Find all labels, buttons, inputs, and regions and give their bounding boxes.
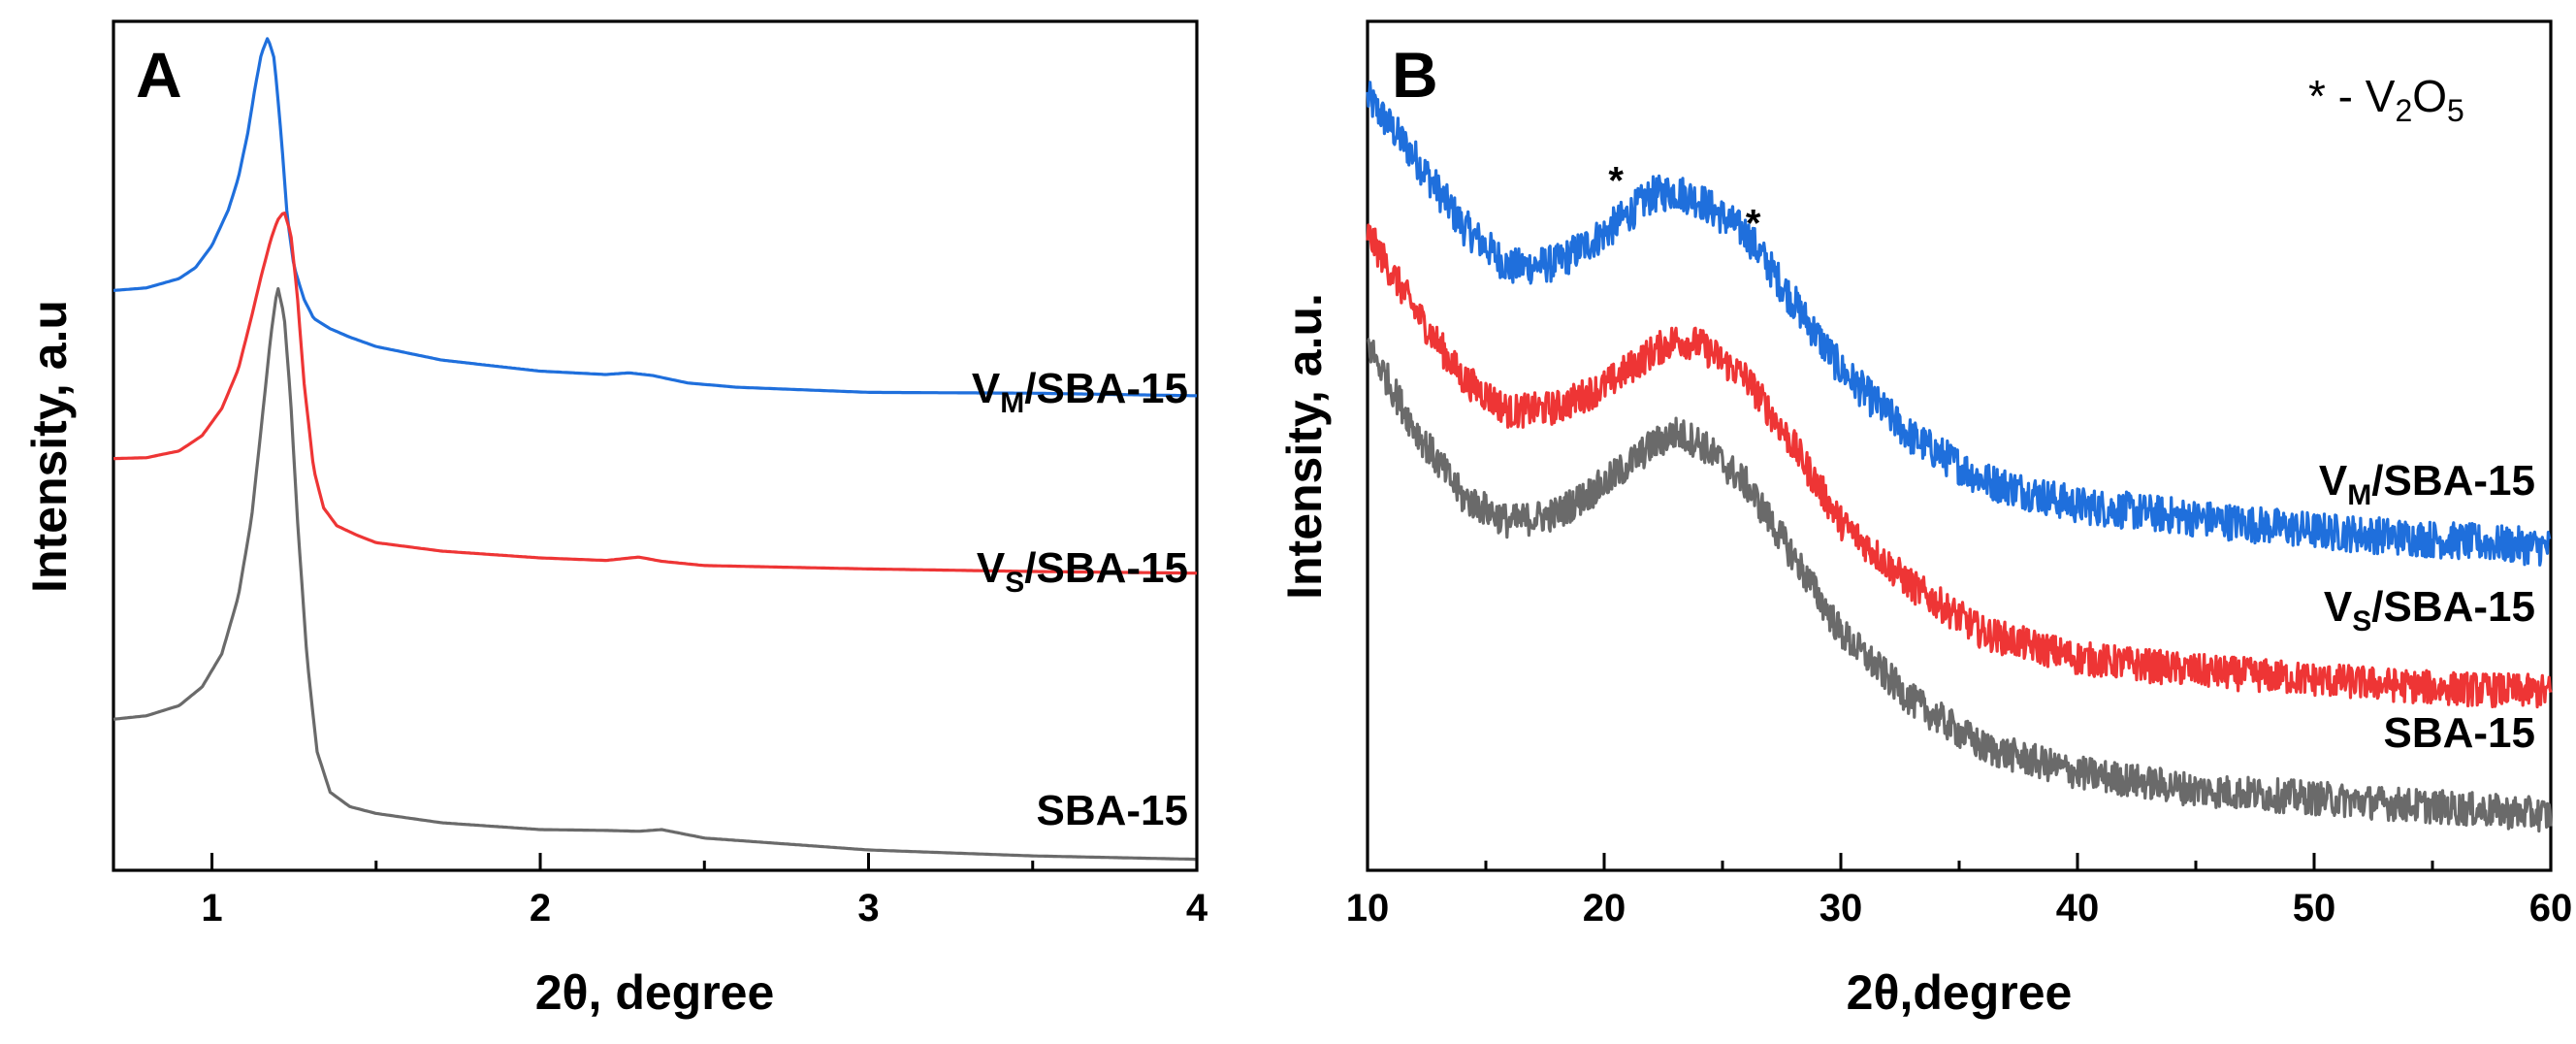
x-tick-label: 3 <box>857 887 879 930</box>
series-line-vm-sba15 <box>1366 81 2552 567</box>
panel-b-legend-note: * - V2O5 <box>2308 71 2464 128</box>
x-tick-label: 50 <box>2293 887 2336 930</box>
panel-b-series-group <box>1366 81 2553 833</box>
panel-b-series-label-sba15: SBA-15 <box>2384 709 2536 757</box>
panel-a-plot-frame <box>112 19 1199 872</box>
x-tick-label: 40 <box>2056 887 2100 930</box>
panel-a-letter: A <box>136 39 182 111</box>
panel-a-y-axis-title: Intensity, a.u <box>22 300 77 593</box>
panel-b-series-label-vs: VS/SBA-15 <box>2324 583 2535 637</box>
series-line-sba15 <box>1367 338 2553 833</box>
panel-b-x-axis: 10 20 30 40 50 60 <box>1346 853 2573 930</box>
series-line-vm-sba15 <box>113 37 1198 398</box>
panel-b-x-axis-title: 2θ,degree <box>1847 965 2073 1020</box>
series-line-sba15 <box>113 286 1197 862</box>
panel-a-series-label-sba15: SBA-15 <box>1037 787 1189 834</box>
x-tick-label: 20 <box>1583 887 1626 930</box>
x-tick-label: 10 <box>1346 887 1390 930</box>
panel-a-x-axis: 1 2 3 4 <box>201 853 1208 930</box>
series-line-vs-sba15 <box>113 212 1198 575</box>
panel-b-annotations: ** <box>1608 160 1761 245</box>
panel-b-series-label-vm: VM/SBA-15 <box>2319 457 2535 511</box>
panel-a-series-group <box>113 37 1198 862</box>
v2o5-peak-marker: * <box>1608 160 1624 203</box>
v2o5-peak-marker: * <box>1746 202 1761 245</box>
series-line-vs-sba15 <box>1366 223 2553 709</box>
x-tick-label: 1 <box>201 887 222 930</box>
panel-a-x-axis-title: 2θ, degree <box>535 965 775 1020</box>
panel-a-series-label-vm: VM/SBA-15 <box>972 365 1188 419</box>
x-tick-label: 60 <box>2529 887 2573 930</box>
panel-b-chart: 10 20 30 40 50 60 ** B * - V2O5 2θ,degree Int… <box>1277 19 2573 1020</box>
panel-a-chart: 1 2 3 4 A 2θ, degree Intensity, a.u VM/SBA-… <box>22 19 1208 1020</box>
x-tick-label: 30 <box>1819 887 1863 930</box>
panel-a-series-label-vs: VS/SBA-15 <box>977 544 1188 599</box>
panel-b-letter: B <box>1392 39 1438 111</box>
x-tick-label: 2 <box>530 887 551 930</box>
x-tick-label: 4 <box>1186 887 1208 930</box>
panel-b-y-axis-title: Intensity, a.u. <box>1277 293 1332 600</box>
